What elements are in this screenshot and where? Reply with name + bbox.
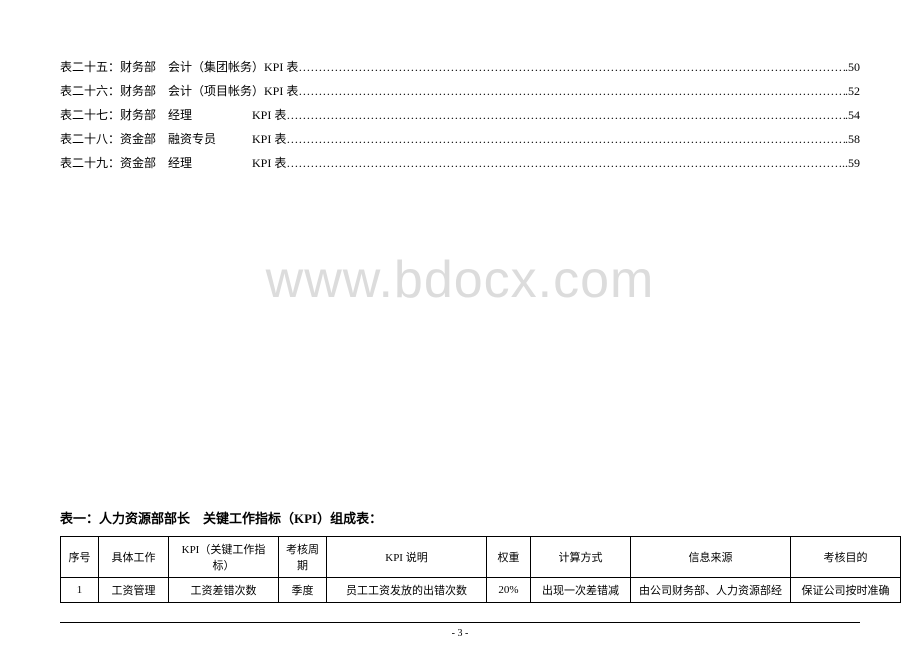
table-row: 1 工资管理 工资差错次数 季度 员工工资发放的出错次数 20% 出现一次差错减… — [61, 578, 901, 603]
toc-page: .54 — [845, 103, 860, 127]
col-calc: 计算方式 — [531, 537, 631, 578]
cell: 工资差错次数 — [169, 578, 279, 603]
toc-line: 表二十六：财务部 会计（项目帐务）KPI 表 ……………………………………………… — [60, 79, 860, 103]
page-number: - 3 - — [0, 628, 920, 639]
toc-line: 表二十八：资金部 融资专员 KPI 表 ……………………………………………………… — [60, 127, 860, 151]
col-source: 信息来源 — [631, 537, 791, 578]
toc-list: 表二十五：财务部 会计（集团帐务）KPI 表 ……………………………………………… — [0, 0, 920, 175]
cell: 季度 — [279, 578, 327, 603]
col-desc: KPI 说明 — [327, 537, 487, 578]
cell: 1 — [61, 578, 99, 603]
toc-label: 表二十五：财务部 会计（集团帐务）KPI 表 — [60, 55, 298, 79]
toc-line: 表二十九：资金部 经理 KPI 表 …………………………………………………………… — [60, 151, 860, 175]
toc-line: 表二十七：财务部 经理 KPI 表 …………………………………………………………… — [60, 103, 860, 127]
col-work: 具体工作 — [99, 537, 169, 578]
toc-page: .50 — [845, 55, 860, 79]
cell: 保证公司按时准确 — [791, 578, 901, 603]
watermark-text: www.bdocx.com — [0, 250, 920, 310]
table-header-row: 序号 具体工作 KPI（关键工作指标） 考核周期 KPI 说明 权重 计算方式 … — [61, 537, 901, 578]
toc-page: .52 — [845, 79, 860, 103]
col-goal: 考核目的 — [791, 537, 901, 578]
section-title: 表一：人力资源部部长 关键工作指标（KPI）组成表： — [60, 508, 382, 527]
toc-dots: …………………………………………………………………………………………………………… — [286, 151, 842, 175]
cell: 员工工资发放的出错次数 — [327, 578, 487, 603]
footer-rule — [60, 622, 860, 623]
col-period: 考核周期 — [279, 537, 327, 578]
toc-label: 表二十七：财务部 经理 KPI 表 — [60, 103, 286, 127]
toc-dots: …………………………………………………………………………………………………………… — [298, 79, 845, 103]
cell: 20% — [487, 578, 531, 603]
toc-dots: …………………………………………………………………………………………………………… — [298, 55, 845, 79]
toc-page: .58 — [845, 127, 860, 151]
toc-dots: …………………………………………………………………………………………………………… — [286, 127, 845, 151]
cell: 工资管理 — [99, 578, 169, 603]
toc-page: ..59 — [842, 151, 860, 175]
toc-label: 表二十六：财务部 会计（项目帐务）KPI 表 — [60, 79, 298, 103]
cell: 由公司财务部、人力资源部经 — [631, 578, 791, 603]
cell: 出现一次差错减 — [531, 578, 631, 603]
col-seq: 序号 — [61, 537, 99, 578]
col-weight: 权重 — [487, 537, 531, 578]
toc-line: 表二十五：财务部 会计（集团帐务）KPI 表 ……………………………………………… — [60, 55, 860, 79]
toc-label: 表二十八：资金部 融资专员 KPI 表 — [60, 127, 286, 151]
kpi-table: 序号 具体工作 KPI（关键工作指标） 考核周期 KPI 说明 权重 计算方式 … — [60, 536, 901, 603]
toc-label: 表二十九：资金部 经理 KPI 表 — [60, 151, 286, 175]
col-kpi: KPI（关键工作指标） — [169, 537, 279, 578]
toc-dots: …………………………………………………………………………………………………………… — [286, 103, 845, 127]
